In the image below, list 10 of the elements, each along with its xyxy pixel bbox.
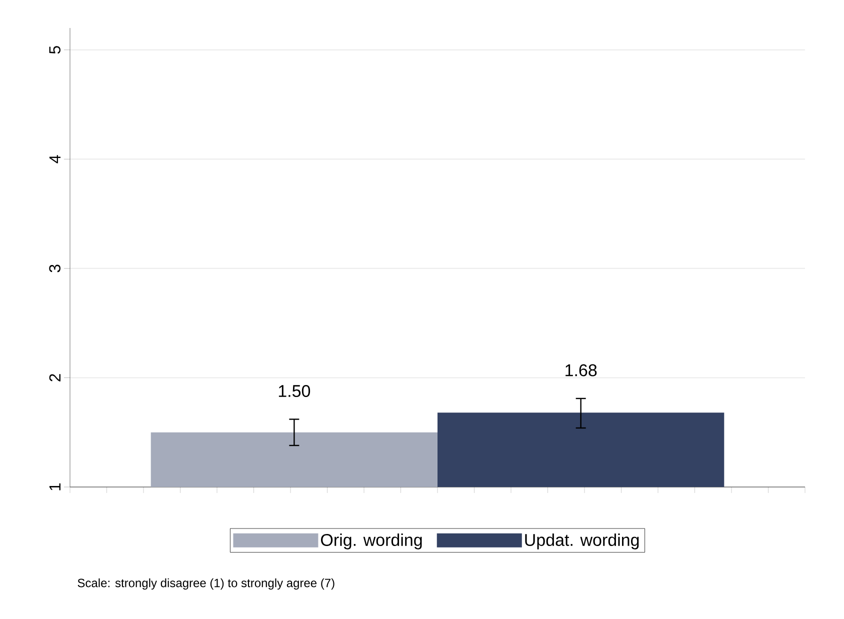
legend-label: Updat. wording [525,534,639,550]
data-label: 1.50 [278,385,310,398]
y-tick-label: 2 [49,374,60,382]
y-tick-label: 3 [49,264,60,272]
y-tick-label: 4 [49,155,60,164]
text: Scale: strongly disagree (1) to strongly agree (7) [78,578,334,590]
y-tick-label: 5 [49,46,60,54]
legend-label: Orig. wording [321,534,422,550]
data-label: 1.68 [566,364,597,376]
y-tick-label: 1 [49,483,60,490]
